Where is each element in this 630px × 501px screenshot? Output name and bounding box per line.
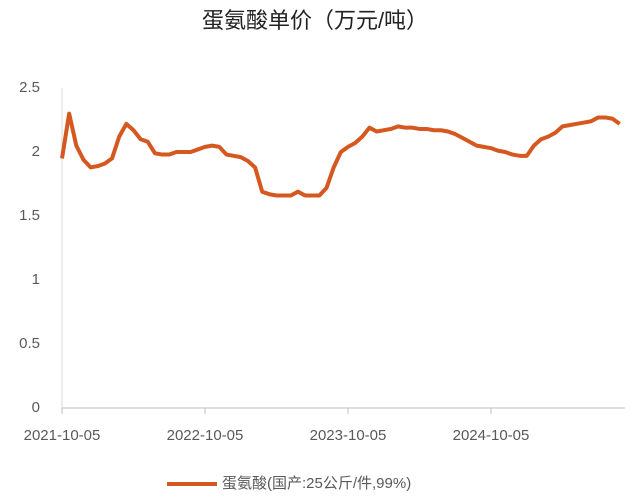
y-tick-label: 2.5 [19,79,40,96]
x-tick-label: 2023-10-05 [310,427,387,444]
legend-label: 蛋氨酸(国产:25公斤/件,99%) [222,475,411,492]
y-tick-label: 2 [32,143,40,160]
y-tick-label: 0.5 [19,335,40,352]
x-tick-label: 2021-10-05 [24,427,101,444]
chart-title: 蛋氨酸单价（万元/吨） [202,8,428,33]
x-tick-label: 2022-10-05 [167,427,244,444]
y-tick-label: 0 [32,399,40,416]
line [60,111,621,198]
y-tick-label: 1.5 [19,207,40,224]
x-tick-label: 2024-10-05 [453,427,530,444]
y-tick-label: 1 [32,271,40,288]
